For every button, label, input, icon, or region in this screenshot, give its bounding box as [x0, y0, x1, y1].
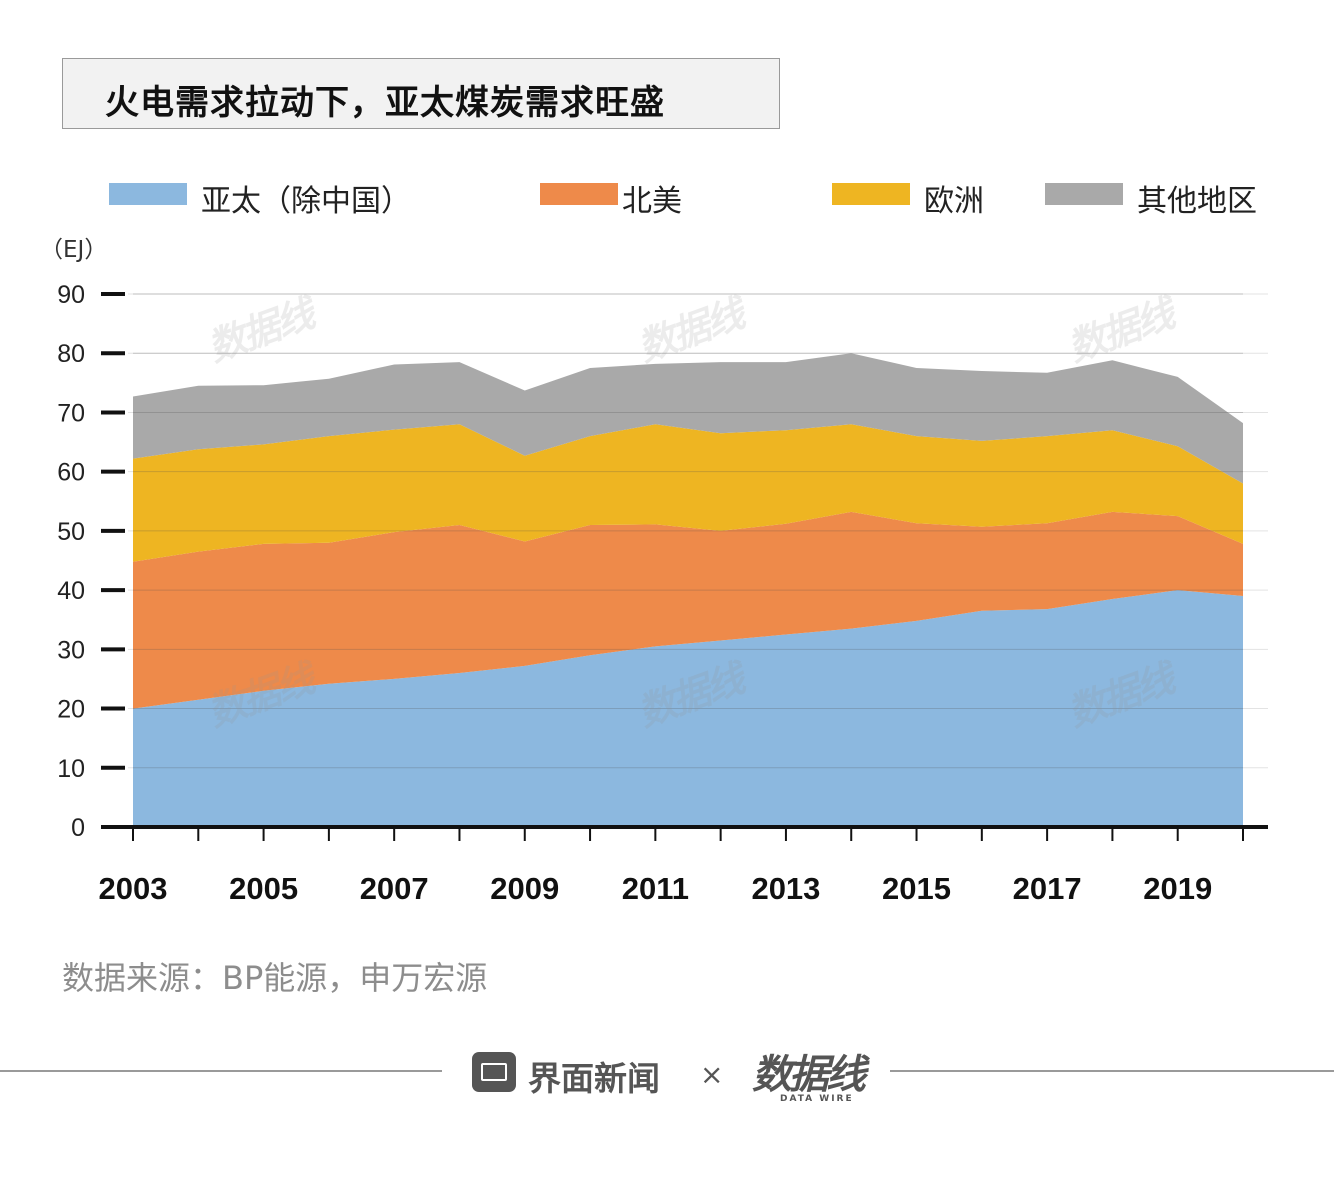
- partner-logo: 数据线 DATA WIRE: [752, 1042, 866, 1104]
- legend-swatch-asia-pacific: [109, 183, 187, 205]
- source-note: 数据来源：BP能源，申万宏源: [62, 959, 488, 997]
- area-series-3: [133, 353, 1243, 484]
- legend-swatch-europe: [832, 183, 910, 205]
- legend-label-north-america: 北美: [622, 184, 682, 219]
- y-tick-label: 0: [71, 814, 85, 842]
- x-tick-label: 2019: [1143, 871, 1212, 906]
- title-box: 火电需求拉动下，亚太煤炭需求旺盛: [62, 58, 780, 129]
- page-title: 火电需求拉动下，亚太煤炭需求旺盛: [105, 83, 665, 123]
- area-series-2: [133, 424, 1243, 562]
- legend-swatch-other: [1045, 183, 1123, 205]
- brand-name: 界面新闻: [528, 1059, 660, 1098]
- footer-divider-left: [0, 1070, 442, 1072]
- partner-logo-text: 数据线: [752, 1052, 866, 1098]
- y-tick-label: 80: [57, 340, 85, 368]
- x-tick-label: 2011: [622, 871, 689, 906]
- legend-label-asia-pacific: 亚太（除中国）: [201, 184, 411, 219]
- y-tick-label: 40: [57, 577, 85, 605]
- footer-divider-right: [890, 1070, 1334, 1072]
- legend-label-other: 其他地区: [1137, 184, 1257, 219]
- x-tick-label: 2013: [751, 871, 820, 906]
- y-tick-label: 10: [57, 755, 85, 783]
- legend: 亚太（除中国） 北美 欧洲 其他地区: [0, 176, 1334, 219]
- brand-logo: 界面新闻: [472, 1050, 692, 1098]
- y-tick-label: 70: [57, 399, 85, 427]
- x-tick-label: 2017: [1013, 871, 1082, 906]
- y-tick-label: 50: [57, 518, 85, 546]
- y-tick-label: 30: [57, 636, 85, 664]
- legend-label-europe: 欧洲: [924, 184, 984, 219]
- legend-swatch-north-america: [540, 183, 618, 205]
- brand-icon: [472, 1052, 516, 1092]
- x-tick-label: 2003: [99, 871, 168, 906]
- partner-logo-sub: DATA WIRE: [780, 1094, 854, 1104]
- area-series-1: [133, 511, 1243, 709]
- x-tick-label: 2005: [229, 871, 298, 906]
- area-series-0: [133, 590, 1243, 827]
- x-tick-label: 2009: [490, 871, 559, 906]
- y-tick-label: 60: [57, 459, 85, 487]
- stacked-area-chart: 0 10 20 30 40 50 60 70 80 90 （EJ） 2003 2005 2007 2009 2…: [40, 237, 1268, 906]
- x-tick-label: 2015: [882, 871, 951, 906]
- times-symbol: ×: [700, 1058, 724, 1091]
- y-tick-label: 90: [57, 281, 85, 309]
- x-tick-label: 2007: [360, 871, 429, 906]
- y-tick-label: 20: [57, 696, 85, 724]
- y-axis-unit: （EJ）: [40, 237, 107, 263]
